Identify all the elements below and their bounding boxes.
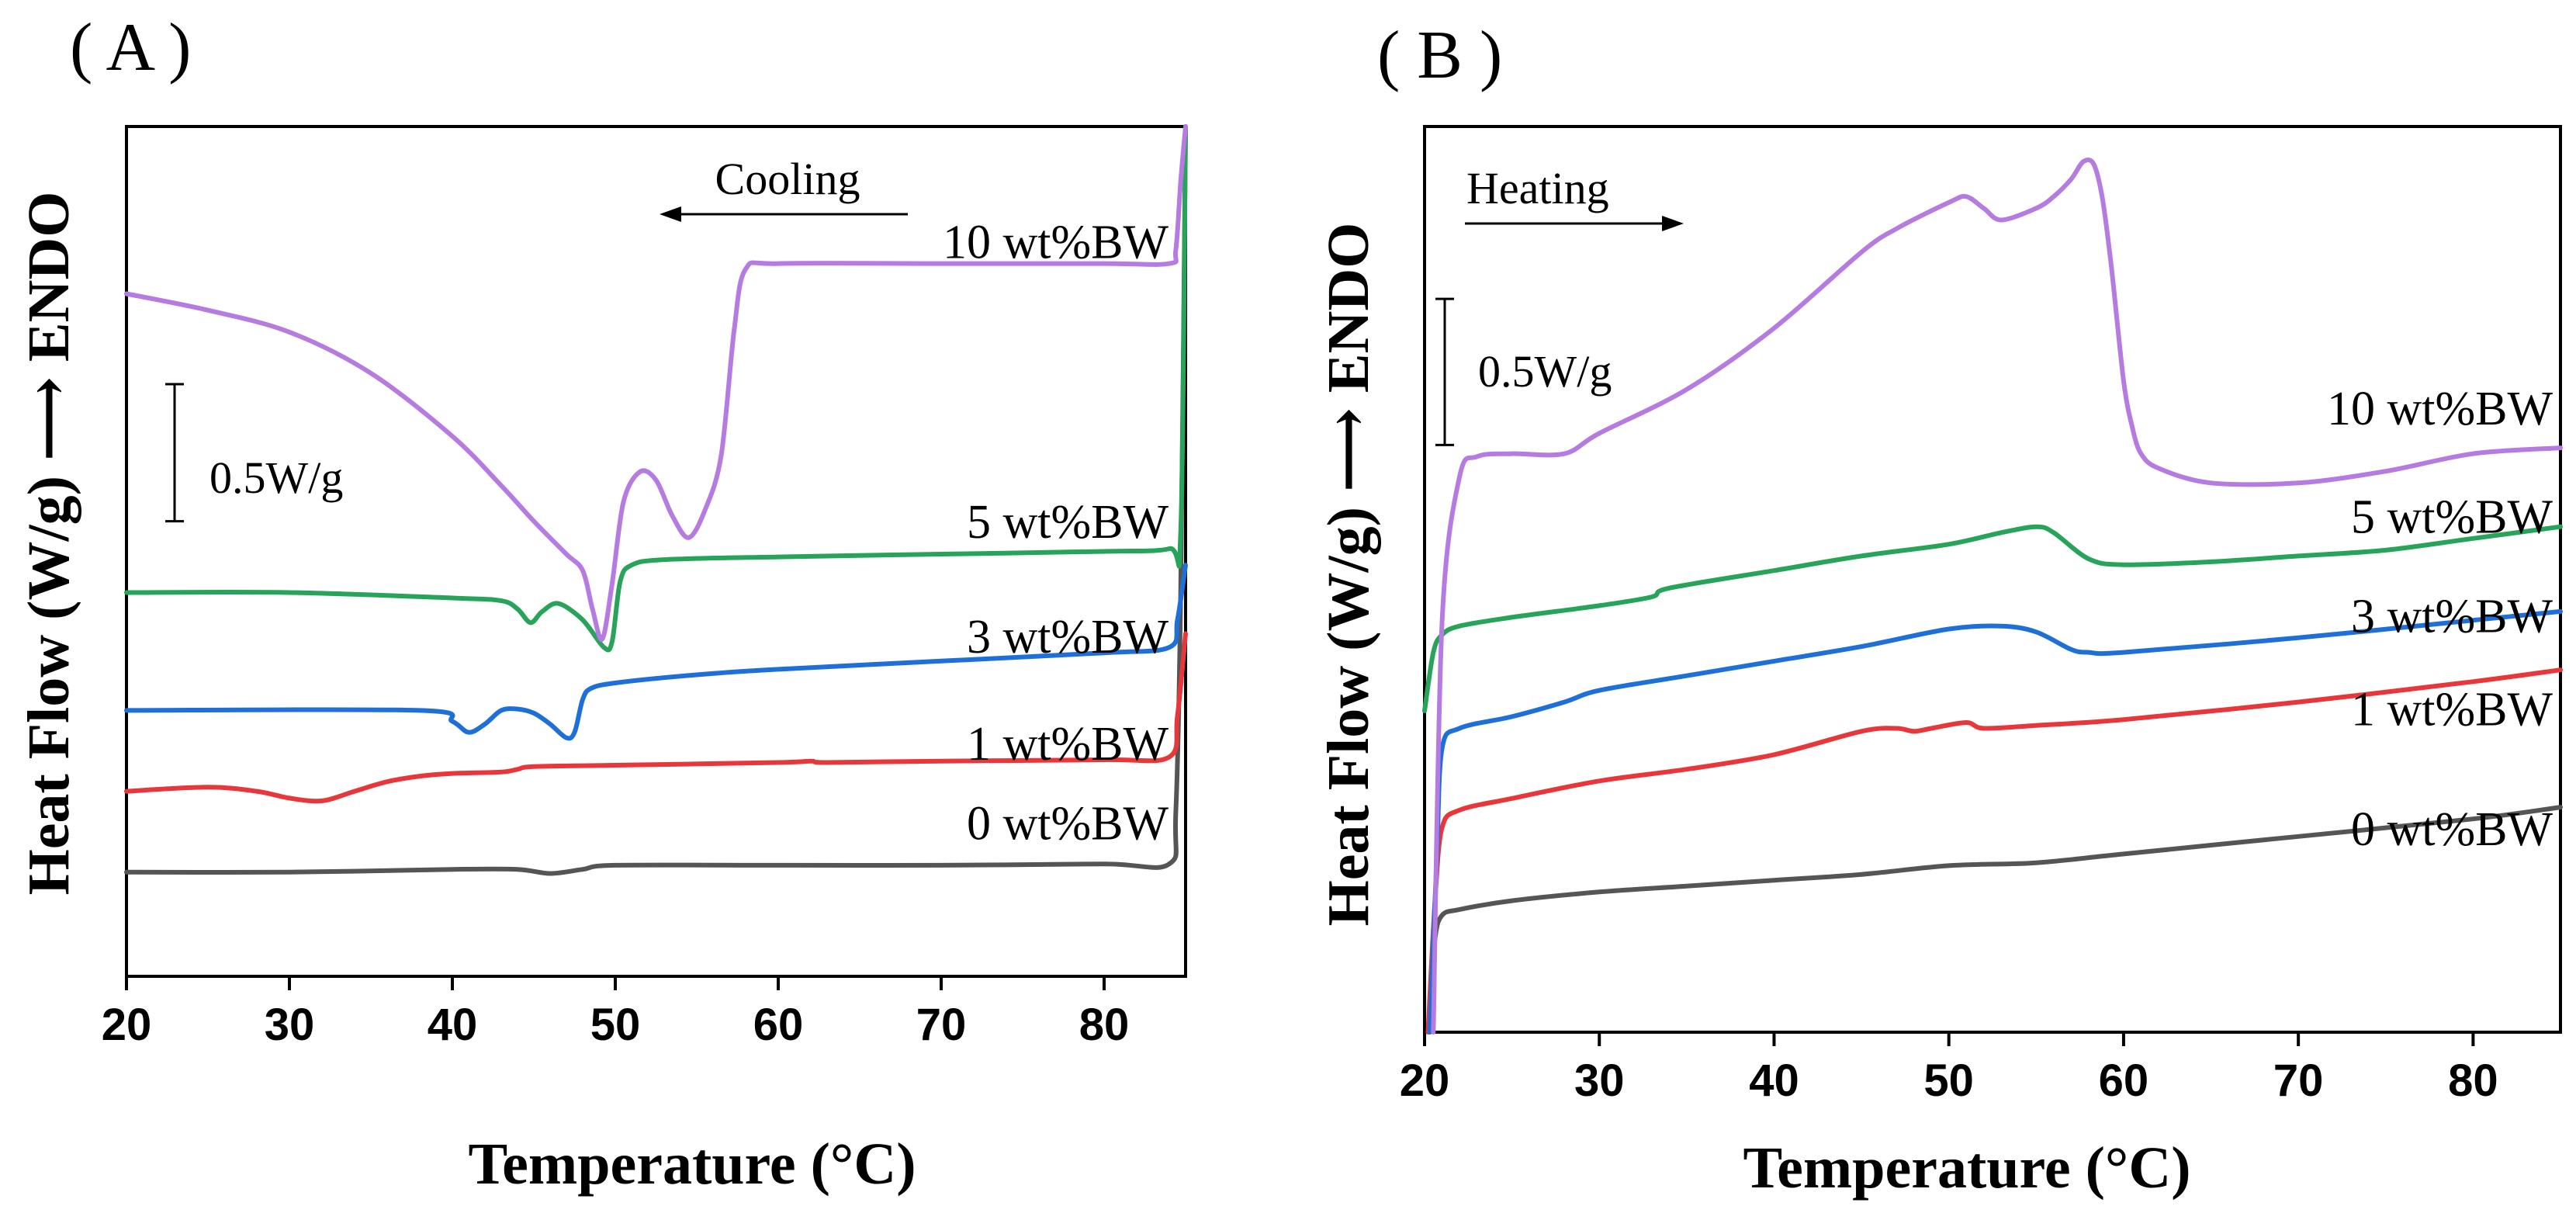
panel-b-endo-label: ENDO — [1316, 223, 1381, 393]
panel-b-series-1-wt-bw — [1425, 667, 2563, 1035]
panel-b-x-tick-label: 60 — [2099, 1055, 2149, 1106]
panel-b-series-label: 0 wt%BW — [2351, 803, 2553, 856]
panel-a: ( A ) Heat Flow (W/g) ⟶ ENDO Temperature… — [16, 10, 1188, 1197]
panel-b-series-label: 3 wt%BW — [2351, 590, 2553, 643]
panel-a-x-tick-label: 80 — [1079, 1000, 1130, 1050]
panel-a-x-tick-label: 60 — [753, 1000, 804, 1050]
panel-a-x-tick-label: 50 — [590, 1000, 641, 1050]
panel-b-series-label: 10 wt%BW — [2327, 383, 2553, 435]
panel-a-direction-label: Cooling — [715, 154, 860, 204]
panel-a-direction-arrow — [660, 206, 908, 222]
panel-a-x-tick-label: 20 — [102, 1000, 152, 1050]
panel-b-series-10-wt-bw — [1431, 157, 2563, 1035]
panel-a-y-axis-title-text: Heat Flow (W/g) — [16, 476, 81, 895]
panel-b-x-tick-label: 70 — [2273, 1055, 2324, 1106]
panel-a-endo-label: ENDO — [16, 192, 81, 362]
panel-b-series-0-wt-bw — [1427, 805, 2563, 1011]
panel-a-x-tick-label: 30 — [265, 1000, 315, 1050]
panel-b-direction-label: Heating — [1466, 163, 1609, 213]
panel-b-x-tick-label: 80 — [2448, 1055, 2498, 1106]
panel-a-scale-label: 0.5W/g — [209, 452, 343, 503]
panel-a-series-3-wt-bw — [124, 563, 1188, 741]
panel-a-series-label: 1 wt%BW — [967, 718, 1169, 771]
panel-b-series-3-wt-bw — [1427, 608, 2563, 1035]
panel-b-y-axis-title-text: Heat Flow (W/g) — [1316, 507, 1381, 926]
panel-a-series-5-wt-bw — [124, 124, 1188, 653]
panel-a-plot-frame — [125, 125, 1187, 978]
panel-b-direction-arrow — [1465, 216, 1684, 231]
panel-a-series-1-wt-bw — [124, 631, 1188, 804]
panel-a-series-label: 5 wt%BW — [967, 496, 1169, 549]
panel-b-plot-frame — [1423, 125, 2562, 1034]
panel-b-letter: ( B ) — [1377, 18, 1502, 93]
panel-b-x-axis-title: Temperature (°C) — [1743, 1135, 2190, 1201]
panel-b-scale-label: 0.5W/g — [1478, 346, 1612, 397]
panel-a-series-label: 0 wt%BW — [967, 797, 1169, 850]
panel-a-series-label: 10 wt%BW — [943, 217, 1169, 269]
panel-b-x-tick-label: 40 — [1749, 1055, 1799, 1106]
panel-b-endo-arrow: ⟶ — [1316, 393, 1381, 507]
panel-b-series-label: 1 wt%BW — [2351, 684, 2553, 737]
panel-b-x-tick-label: 50 — [1923, 1055, 1974, 1106]
panel-a-x-axis-title: Temperature (°C) — [468, 1132, 916, 1197]
panel-a-endo-arrow: ⟶ — [16, 362, 81, 476]
panel-b: ( B ) Heat Flow (W/g) ⟶ ENDO Temperature… — [1316, 18, 2563, 1201]
panel-a-x-tick-label: 40 — [428, 1000, 478, 1050]
panel-b-y-axis-title: Heat Flow (W/g) ⟶ ENDO — [1316, 223, 1381, 927]
panel-a-series-label: 3 wt%BW — [967, 611, 1169, 664]
panel-b-x-tick-label: 30 — [1574, 1055, 1625, 1106]
panel-a-series-10-wt-bw — [124, 124, 1188, 642]
panel-a-x-tick-label: 70 — [916, 1000, 967, 1050]
panel-b-series-label: 5 wt%BW — [2351, 490, 2553, 543]
panel-b-series-5-wt-bw — [1422, 524, 2563, 713]
panel-a-letter: ( A ) — [70, 10, 191, 85]
panel-b-x-tick-label: 20 — [1400, 1055, 1450, 1106]
panel-a-y-axis-title: Heat Flow (W/g) ⟶ ENDO — [16, 192, 81, 896]
